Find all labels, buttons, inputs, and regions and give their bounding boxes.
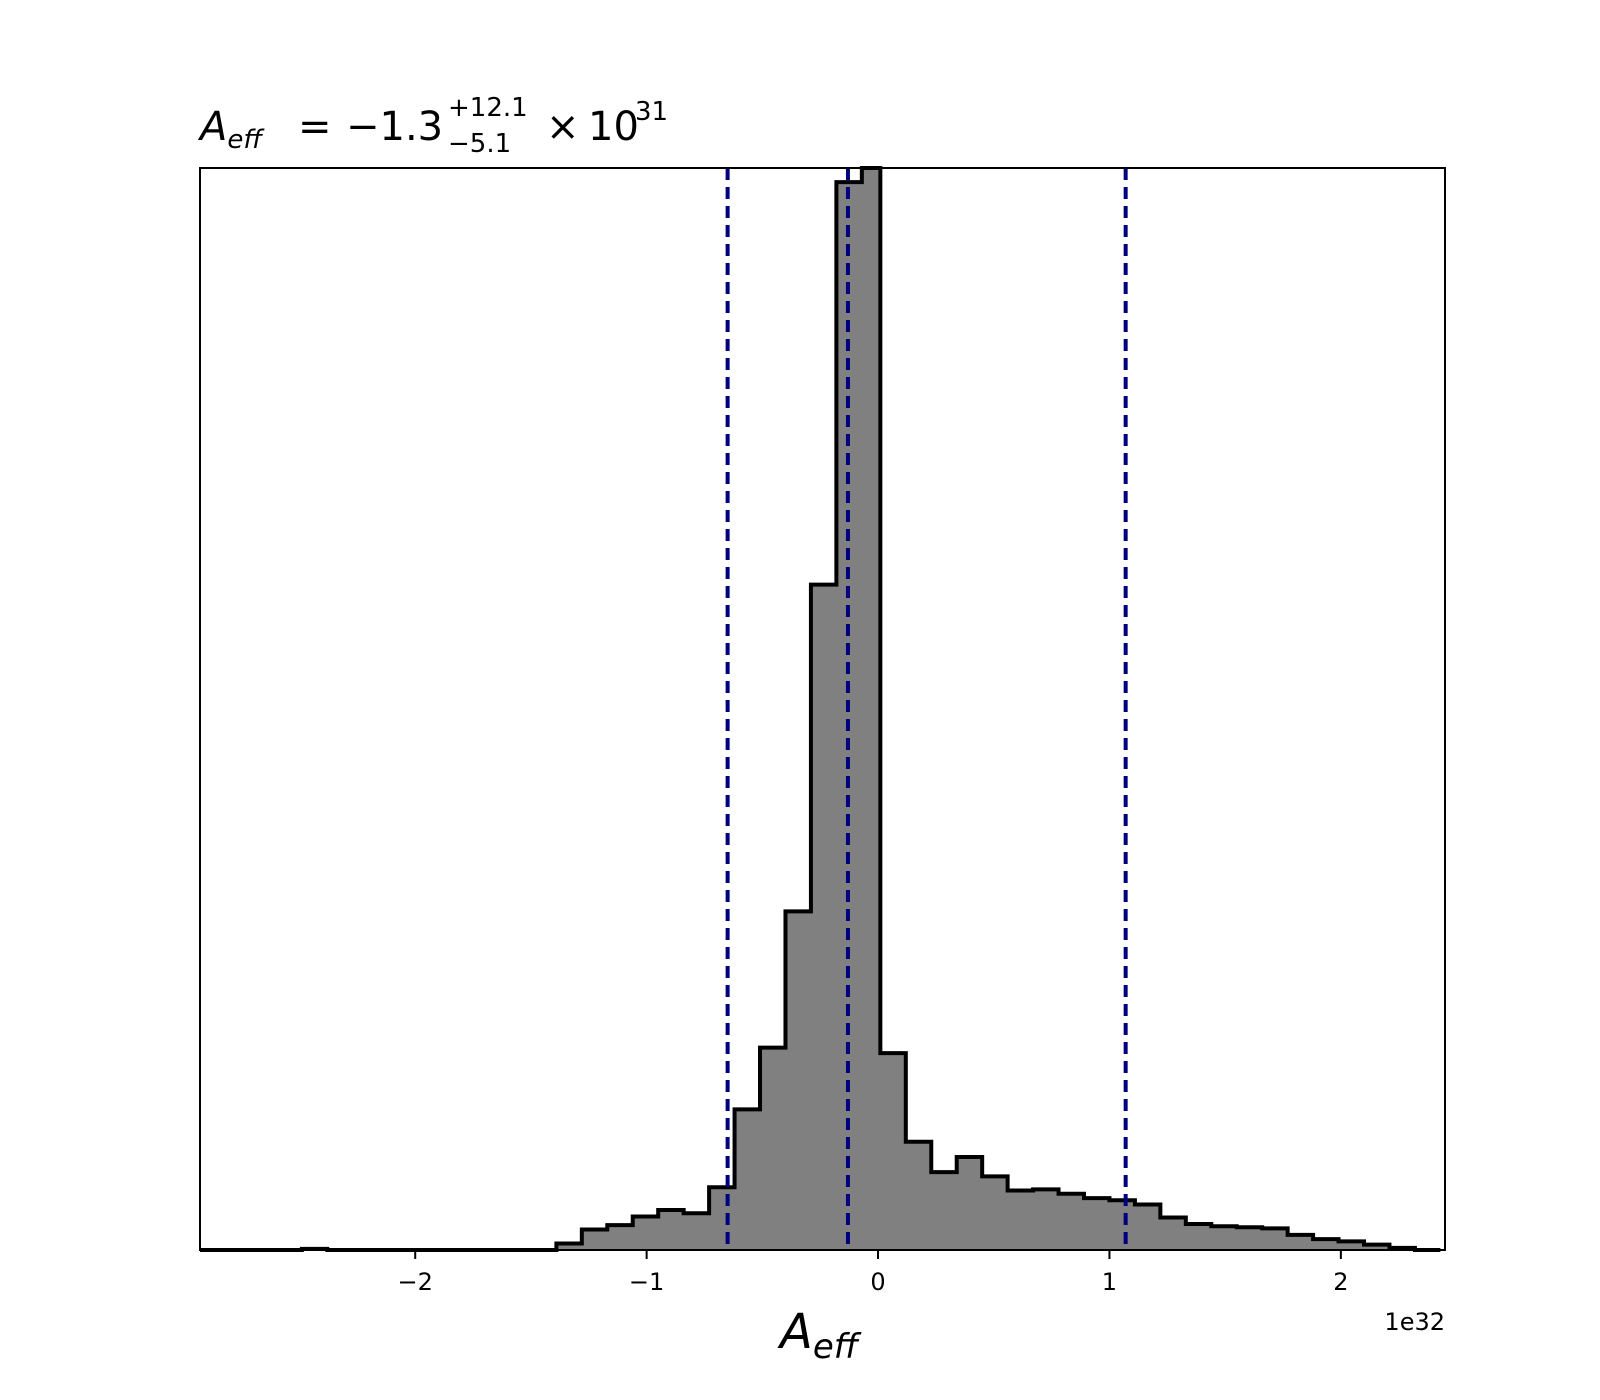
x-tick-label: 2 xyxy=(1333,1268,1348,1296)
title-median: −1.3 xyxy=(346,104,443,150)
x-axis-ticks: −2 −1 0 1 2 xyxy=(398,1250,1349,1296)
axes-frame xyxy=(199,167,1446,1251)
plot-area xyxy=(200,166,1441,1252)
title-lower-error: −5.1 xyxy=(448,129,511,159)
title-multiplier-base: 10 xyxy=(588,104,639,150)
x-axis-label: Aeff xyxy=(777,1304,862,1367)
x-tick-label: −2 xyxy=(398,1268,433,1296)
title-lhs-symbol: A xyxy=(197,104,227,150)
svg-text:Aeff: Aeff xyxy=(197,104,265,155)
title-times: × xyxy=(546,104,580,150)
x-axis-label-subscript: eff xyxy=(813,1327,862,1367)
title-upper-error: +12.1 xyxy=(448,93,528,123)
x-axis-label-symbol: A xyxy=(777,1304,813,1360)
x-tick-label: 0 xyxy=(870,1268,885,1296)
quantile-lines xyxy=(725,168,1128,1250)
histogram-fill xyxy=(200,168,1441,1250)
x-tick-label: −1 xyxy=(629,1268,664,1296)
title-equals: = xyxy=(298,104,332,150)
x-tick-label: 1 xyxy=(1102,1268,1117,1296)
title-multiplier-exponent: 31 xyxy=(635,97,668,127)
chart-title: Aeff = −1.3 +12.1 −5.1 × 10 31 xyxy=(197,93,668,159)
title-lhs-subscript: eff xyxy=(227,125,265,155)
x-axis-offset-label: 1e32 xyxy=(1384,1308,1445,1336)
